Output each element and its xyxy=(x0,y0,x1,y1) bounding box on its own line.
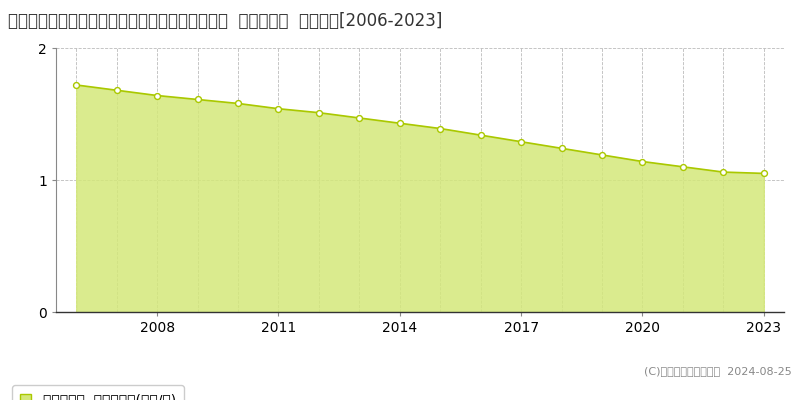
Point xyxy=(353,115,366,121)
Point xyxy=(394,120,406,126)
Point xyxy=(313,110,326,116)
Point xyxy=(514,138,527,145)
Text: (C)土地価格ドットコム  2024-08-25: (C)土地価格ドットコム 2024-08-25 xyxy=(644,366,792,376)
Point xyxy=(272,106,285,112)
Point xyxy=(758,170,770,177)
Point xyxy=(191,96,204,103)
Point xyxy=(595,152,609,158)
Point xyxy=(232,100,245,107)
Point xyxy=(150,92,163,99)
Point xyxy=(677,164,690,170)
Point xyxy=(717,169,730,175)
Point xyxy=(110,87,123,94)
Point xyxy=(434,125,446,132)
Point xyxy=(474,132,487,138)
Point xyxy=(70,82,82,88)
Point xyxy=(636,158,649,165)
Legend: 基準地価格  平均坪単価(万円/坪): 基準地価格 平均坪単価(万円/坪) xyxy=(12,385,184,400)
Point xyxy=(555,145,568,152)
Text: 岩手県和賀郡西和賀町沢内字太田３地割４８番１  基準地価格  地価推移[2006-2023]: 岩手県和賀郡西和賀町沢内字太田３地割４８番１ 基準地価格 地価推移[2006-2… xyxy=(8,12,442,30)
